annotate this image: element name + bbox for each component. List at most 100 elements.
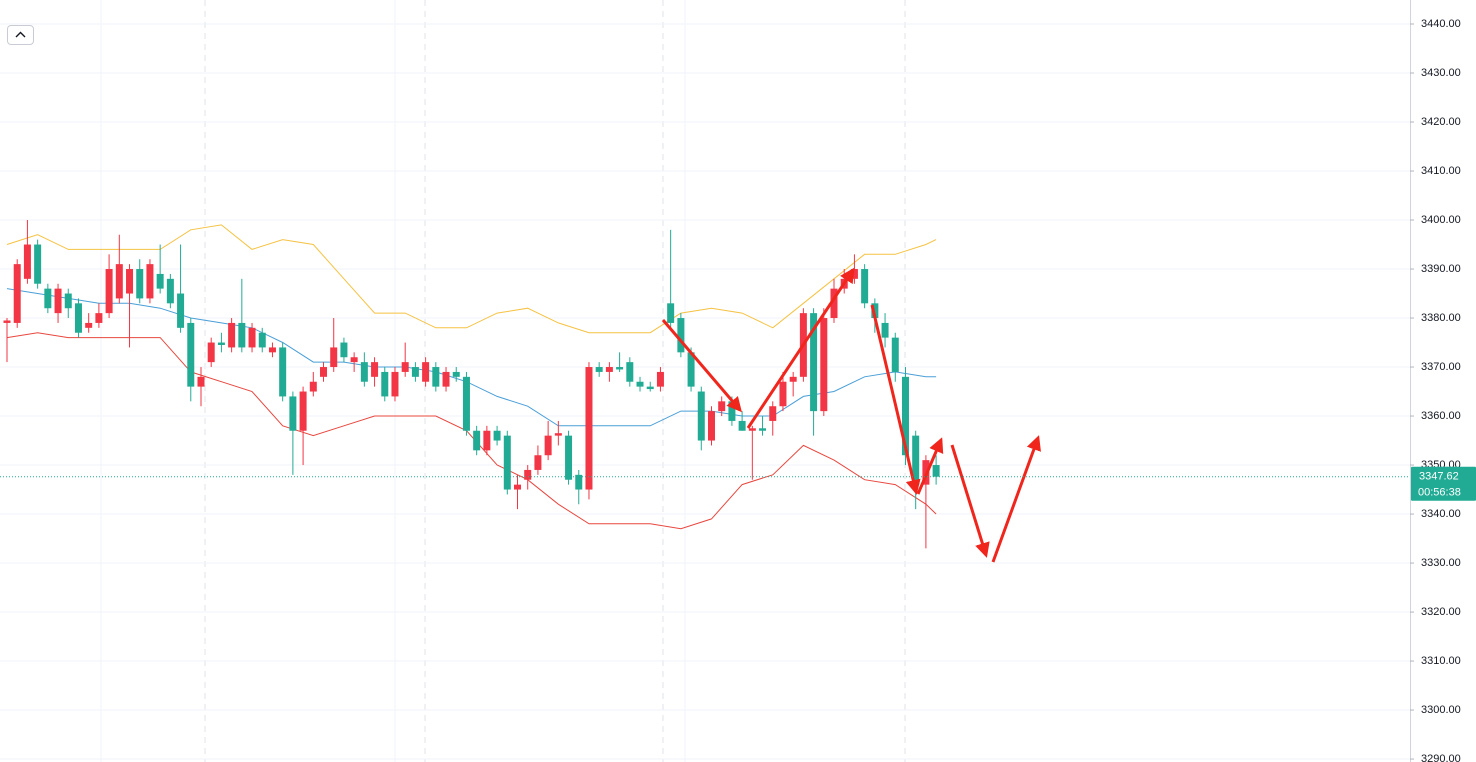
y-tick-label: 3370.00 — [1421, 361, 1461, 373]
candle-body — [585, 367, 593, 490]
y-tick-label: 3390.00 — [1421, 263, 1461, 275]
candle-body — [391, 371, 399, 397]
y-tick-label: 3330.00 — [1421, 557, 1461, 569]
countdown-label: 00:56:38 — [1418, 487, 1461, 499]
candle-body — [54, 288, 62, 314]
y-tick-label: 3360.00 — [1421, 410, 1461, 422]
candle-body — [64, 293, 72, 309]
candle-body — [381, 371, 389, 397]
y-tick-label: 3430.00 — [1421, 67, 1461, 79]
candle-body — [575, 474, 583, 490]
candle-body — [228, 322, 236, 348]
candle-body — [177, 293, 185, 328]
candle-body — [932, 465, 940, 477]
candle-body — [23, 244, 31, 279]
candle-body — [207, 342, 215, 363]
candle-body — [891, 337, 899, 372]
arrow — [661, 319, 742, 413]
candle-body — [707, 411, 715, 441]
candle-body — [136, 269, 144, 299]
collapse-icon — [15, 31, 26, 38]
arrow — [746, 267, 855, 429]
candle-body — [197, 376, 205, 387]
candle-body — [268, 347, 276, 353]
candle-body — [483, 430, 491, 451]
candle-body — [299, 391, 307, 431]
candle-body — [636, 381, 644, 387]
candle-body — [85, 322, 93, 328]
candle-body — [616, 367, 624, 370]
candle-body — [544, 435, 552, 456]
candle-body — [626, 362, 634, 382]
time-grid — [100, 0, 906, 762]
arrow — [950, 444, 990, 558]
candle-body — [34, 244, 42, 284]
candle-body — [473, 430, 481, 451]
candle-body — [360, 362, 368, 382]
bollinger-band — [6, 288, 937, 427]
y-tick-label: 3340.00 — [1421, 508, 1461, 520]
candle-body — [44, 288, 52, 309]
candle-body — [146, 264, 154, 299]
candle-body — [411, 367, 419, 377]
candle-body — [309, 381, 317, 392]
candle-body — [759, 428, 767, 431]
candle-body — [279, 347, 287, 397]
candle-body — [881, 322, 889, 338]
y-tick-label: 3320.00 — [1421, 606, 1461, 618]
candle-body — [514, 484, 521, 490]
y-tick-label: 3400.00 — [1421, 214, 1461, 226]
candle-body — [789, 376, 797, 382]
arrow — [991, 435, 1041, 563]
candle-body — [748, 428, 756, 431]
candle-body — [912, 435, 920, 485]
candle-body — [115, 264, 123, 299]
candle-body — [289, 396, 297, 431]
candle-body — [401, 362, 409, 372]
candle-body — [126, 269, 134, 294]
candle-body — [667, 303, 675, 323]
candle-body — [340, 342, 348, 358]
candle-body — [238, 322, 246, 348]
candle-body — [534, 455, 542, 470]
candle-body — [350, 357, 358, 363]
candle-body — [462, 376, 470, 431]
drawn-arrows — [661, 267, 1041, 563]
candle-body — [524, 469, 532, 480]
candle-body — [330, 347, 338, 368]
candle-body — [554, 433, 562, 436]
candle-body — [677, 318, 685, 353]
candle-body — [901, 376, 909, 456]
y-tick-label: 3410.00 — [1421, 165, 1461, 177]
candle-body — [820, 318, 828, 412]
candle-body — [105, 269, 113, 314]
candle-body — [156, 273, 164, 289]
candle-body — [432, 367, 440, 387]
candle-body — [779, 381, 787, 407]
candle-body — [656, 371, 664, 387]
candle-body — [166, 278, 174, 304]
candle-body — [258, 332, 266, 348]
candle-body — [738, 420, 746, 431]
candle-body — [95, 313, 103, 323]
candle-body — [3, 320, 11, 323]
bollinger-band — [6, 224, 937, 334]
candle-body — [718, 401, 726, 412]
candle-body — [13, 264, 21, 323]
candle-body — [861, 269, 869, 304]
candle-body — [646, 386, 654, 390]
collapse-button[interactable] — [7, 25, 34, 45]
current-price-label: 3347.62 — [1419, 471, 1459, 483]
candle-body — [248, 327, 256, 348]
y-tick-label: 3310.00 — [1421, 655, 1461, 667]
candle-body — [697, 391, 705, 441]
y-tick-label: 3380.00 — [1421, 312, 1461, 324]
candle-body — [769, 406, 777, 421]
candle-body — [595, 367, 603, 372]
arrow — [870, 304, 921, 495]
candle-body — [830, 288, 838, 319]
candle-body — [687, 352, 695, 387]
chevron — [15, 31, 26, 38]
y-tick-label: 3290.00 — [1421, 753, 1461, 762]
